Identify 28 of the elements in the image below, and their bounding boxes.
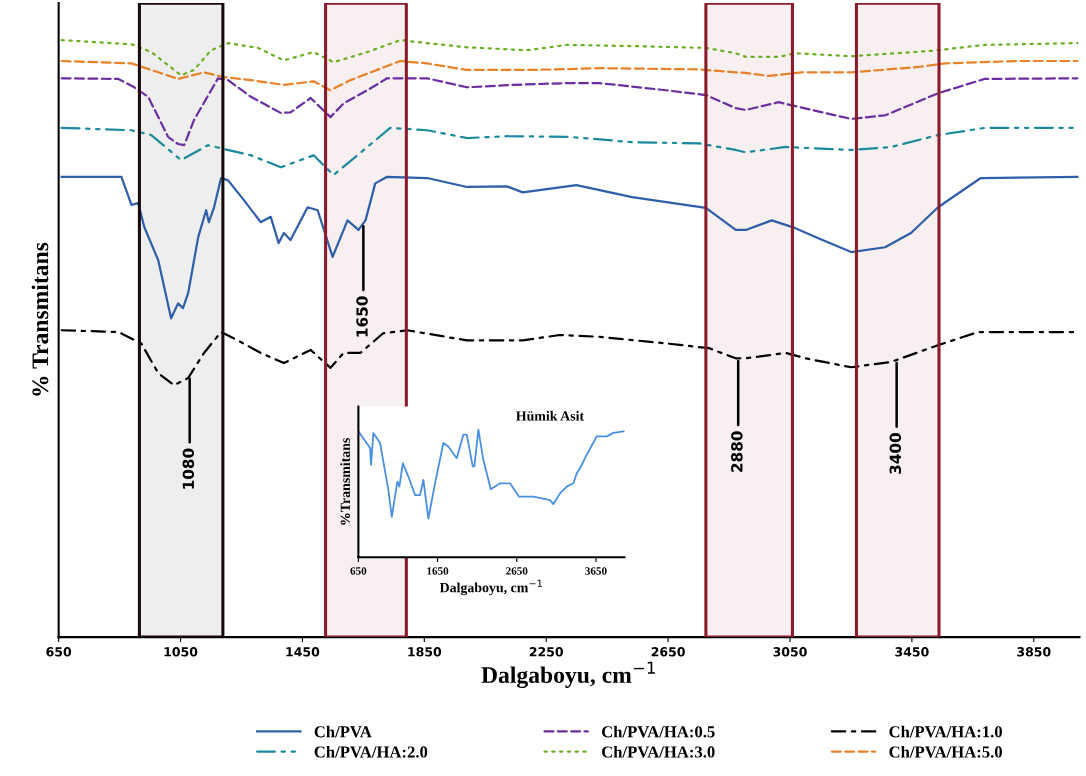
- x-tick-label: 1450: [286, 647, 320, 657]
- x-tick-label: 1650: [427, 567, 449, 575]
- x-tick-label: 650: [46, 647, 72, 657]
- legend-label: Ch/PVA/HA:0.5: [602, 725, 715, 738]
- x-tick-label: 1050: [164, 647, 198, 657]
- legend-label: Ch/PVA: [314, 725, 372, 738]
- x-axis-title: Dalgaboyu, cm$^{−1}$: [481, 661, 655, 688]
- legend-label: Ch/PVA/HA:5.0: [889, 745, 1002, 758]
- x-tick-label: 2650: [506, 567, 528, 575]
- legend-label: Ch/PVA/HA:3.0: [602, 745, 715, 758]
- x-tick-label: 3050: [773, 647, 807, 657]
- annotation: 3400: [889, 433, 902, 474]
- x-tick-label: 650: [350, 567, 367, 575]
- x-tick-label: 3650: [585, 567, 607, 575]
- annotation: 2880: [731, 431, 743, 472]
- x-tick-label: 3850: [1017, 647, 1051, 657]
- y-axis-title: % Transmitans: [31, 242, 49, 396]
- legend-label: Ch/PVA/HA:2.0: [314, 745, 428, 758]
- legend-label: Ch/PVA/HA:1.0: [889, 725, 1002, 738]
- x-axis-title: Dalgaboyu, cm$^{−1}$: [439, 579, 542, 596]
- y-axis-title: %Transmitans: [340, 437, 351, 525]
- x-tick-label: 3450: [895, 647, 929, 657]
- chart-title: Hümik Asit: [516, 410, 585, 421]
- x-tick-label: 2250: [529, 647, 564, 657]
- annotation: 1080: [182, 448, 195, 489]
- x-tick-label: 2650: [651, 647, 685, 657]
- x-tick-label: 1850: [408, 647, 442, 657]
- annotation: 1650: [356, 296, 368, 337]
